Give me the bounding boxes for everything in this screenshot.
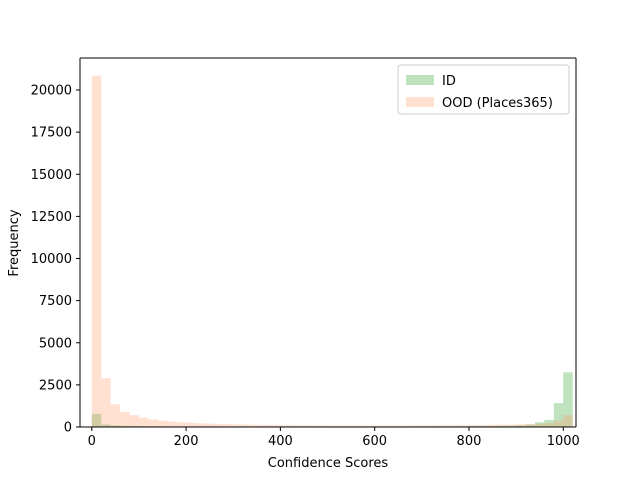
bar (299, 425, 309, 427)
bar (91, 413, 102, 427)
bar (280, 425, 290, 427)
bar (195, 423, 205, 427)
bar (553, 403, 564, 427)
bar (421, 425, 432, 427)
x-tick-label: 400 (268, 434, 293, 449)
bar (167, 421, 177, 427)
bar (91, 75, 102, 428)
bar (120, 425, 130, 427)
bar (506, 424, 517, 427)
bar (223, 424, 234, 427)
bar (176, 422, 187, 427)
y-tick-label: 7500 (39, 294, 72, 309)
bar (214, 423, 224, 427)
bar (157, 420, 168, 427)
bar (544, 419, 554, 427)
bar (120, 411, 130, 427)
bar (553, 420, 564, 427)
bar (402, 425, 413, 427)
x-tick-label: 600 (362, 434, 387, 449)
y-tick-label: 15000 (31, 168, 72, 183)
y-tick-label: 2500 (39, 378, 72, 393)
y-tick-label: 5000 (39, 336, 72, 351)
y-tick-label: 0 (64, 421, 72, 436)
y-tick-label: 12500 (31, 210, 72, 225)
bar (534, 422, 545, 427)
bar (534, 423, 545, 427)
bar (308, 425, 319, 427)
bar (318, 425, 328, 427)
bar (186, 422, 196, 427)
bar (431, 425, 441, 427)
bar (355, 425, 366, 427)
y-axis-label: Frequency (7, 209, 22, 276)
x-tick-label: 0 (88, 434, 96, 449)
bar (252, 424, 262, 427)
legend: ID OOD (Places365) (397, 64, 570, 115)
bar (110, 425, 121, 427)
x-tick-label: 1000 (547, 434, 580, 449)
bar (233, 424, 243, 427)
bar (336, 425, 347, 427)
bar (346, 425, 356, 427)
bar (497, 424, 507, 427)
y-tick-label: 10000 (31, 252, 72, 267)
bar (289, 425, 300, 427)
y-tick-label: 20000 (31, 84, 72, 99)
bar (242, 424, 253, 427)
bar (129, 415, 139, 427)
x-tick-label: 800 (457, 434, 482, 449)
bar (516, 425, 526, 427)
bar (459, 425, 469, 427)
bar (204, 423, 215, 427)
bar (384, 425, 394, 427)
legend-label: OOD (Places365) (442, 96, 553, 111)
axes-layer: 0 200 400 600 800 100002500500075001000012500… (31, 57, 580, 449)
bar (440, 425, 451, 427)
bar (393, 425, 403, 427)
bar (563, 415, 573, 427)
legend-label: ID (442, 74, 456, 89)
legend-frame (397, 64, 570, 115)
bar (478, 424, 488, 427)
bar (563, 372, 573, 427)
bar (412, 425, 422, 427)
bar (261, 424, 271, 427)
bar (138, 417, 149, 427)
bar (487, 424, 498, 427)
bar (468, 425, 479, 427)
bar (101, 378, 111, 427)
bar (506, 425, 517, 427)
bar (374, 425, 385, 427)
bar (365, 425, 375, 427)
legend-swatch (406, 97, 434, 107)
bar (497, 425, 507, 427)
bar (129, 425, 139, 427)
series-1 (91, 75, 573, 428)
bar (148, 419, 158, 427)
y-tick-label: 17500 (31, 126, 72, 141)
x-axis-label: Confidence Scores (268, 456, 389, 471)
bar (270, 425, 281, 427)
bar (110, 404, 121, 427)
bar (544, 422, 554, 427)
bar (525, 424, 535, 427)
legend-swatch (406, 75, 434, 85)
bar (327, 425, 337, 427)
bar (450, 425, 460, 427)
bar (516, 424, 526, 427)
bar (525, 424, 535, 427)
x-tick-label: 200 (174, 434, 199, 449)
bar (101, 424, 111, 427)
